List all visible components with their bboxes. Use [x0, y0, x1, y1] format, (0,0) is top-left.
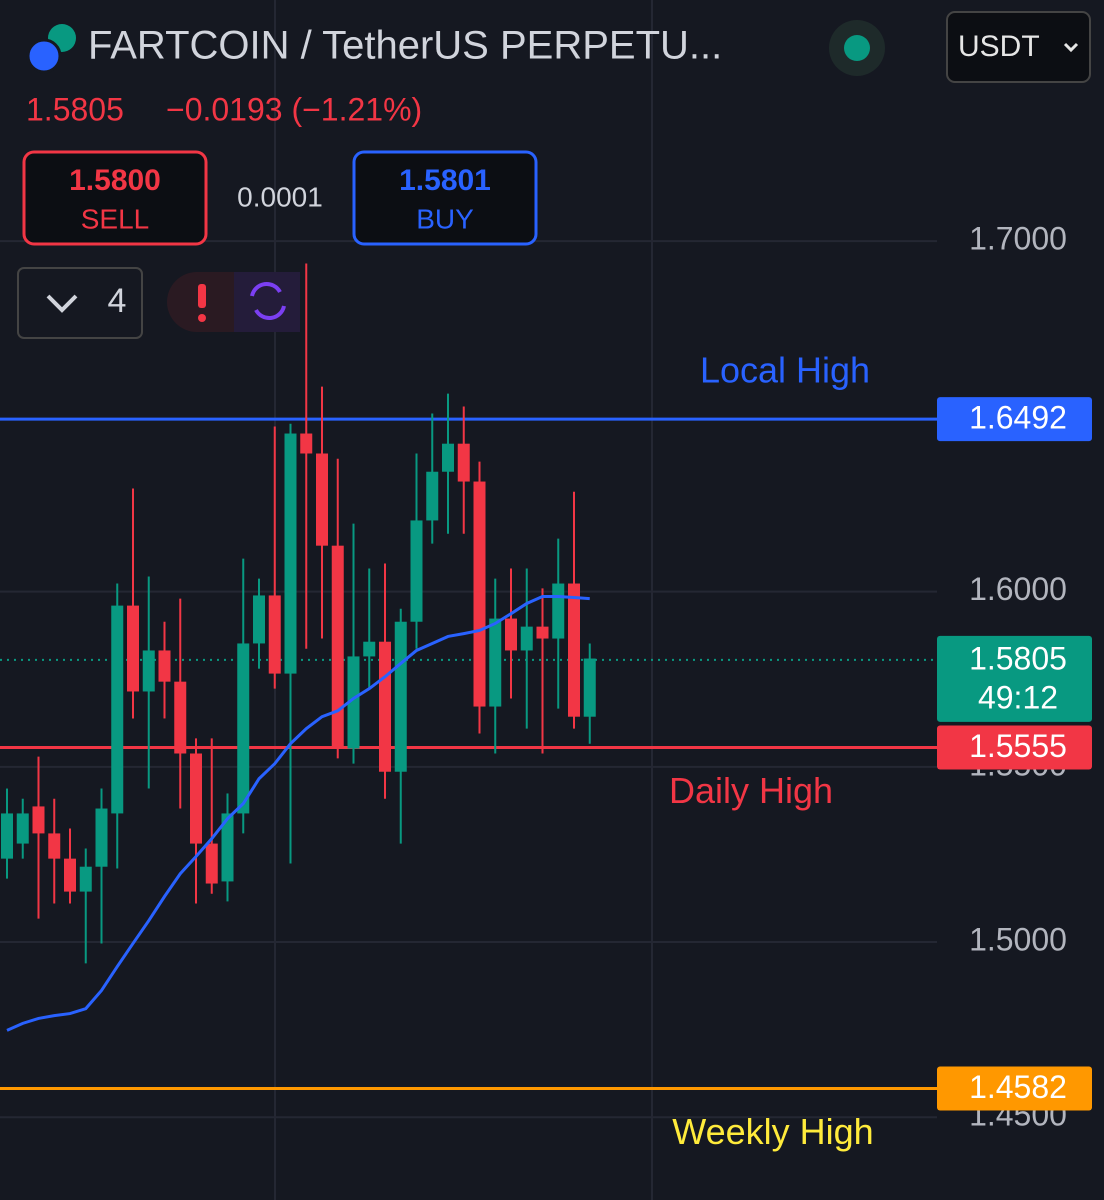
body — [536, 626, 549, 639]
body — [237, 643, 250, 814]
body — [111, 605, 124, 814]
body — [394, 621, 407, 772]
level-name: Weekly High — [672, 1111, 873, 1152]
body — [426, 471, 439, 521]
sell-price: 1.5800 — [69, 164, 161, 197]
body — [568, 583, 580, 717]
body — [16, 813, 29, 844]
body — [347, 656, 360, 749]
body — [221, 813, 234, 882]
y-tick-label: 1.6000 — [969, 571, 1067, 607]
moving-average — [6, 594, 590, 1032]
body — [48, 833, 61, 859]
body — [158, 650, 171, 682]
currency: USDT — [958, 30, 1040, 63]
body — [1, 813, 13, 859]
indicator-toggle[interactable] — [17, 267, 143, 339]
body — [331, 545, 344, 749]
last-price: 1.5805 — [26, 91, 124, 127]
alert-icon — [198, 314, 206, 322]
level-name: Local High — [700, 350, 870, 391]
sell-label: SELL — [81, 203, 150, 234]
icon — [26, 38, 62, 74]
chevron — [46, 294, 78, 313]
body — [489, 618, 502, 707]
body — [64, 858, 76, 892]
buy-button[interactable] — [352, 150, 538, 246]
body — [32, 806, 45, 834]
body — [552, 583, 565, 639]
body — [142, 650, 155, 692]
sync-bg — [234, 272, 300, 332]
body — [363, 641, 376, 657]
sync-icon — [250, 281, 286, 321]
y-tick-label: 1.5000 — [969, 922, 1067, 958]
level-price: 1.6492 — [969, 400, 1067, 436]
level-price: 1.5555 — [969, 728, 1067, 764]
level-price-box — [937, 397, 1092, 442]
body — [174, 681, 187, 754]
symbol: FARTCOIN / TetherUS PERPETU... — [88, 24, 722, 68]
level-name: Daily High — [669, 770, 833, 811]
level-price-box — [937, 725, 1092, 770]
body — [457, 443, 470, 482]
body — [284, 433, 297, 674]
body — [583, 658, 596, 717]
level-price: 1.4582 — [969, 1069, 1067, 1105]
plot: 1.70001.60001.55001.50001.45001.6492Loca… — [0, 221, 1092, 1152]
body — [316, 453, 328, 546]
buy-price: 1.5801 — [399, 164, 491, 197]
header: FARTCOIN / TetherUS PERPETU... USDT 1.58… — [17, 11, 1091, 339]
currency-select[interactable] — [946, 11, 1091, 83]
body — [79, 866, 92, 892]
body — [268, 595, 281, 674]
chevron — [1063, 42, 1079, 53]
spread: 0.0001 — [237, 181, 323, 212]
body — [410, 520, 423, 622]
sell-button[interactable] — [22, 150, 208, 246]
alert-icon — [198, 284, 206, 308]
body — [505, 618, 517, 651]
change: −0.0193 (−1.21%) — [166, 91, 422, 127]
level-price-box — [937, 1066, 1092, 1111]
body — [190, 753, 202, 844]
buy-label: BUY — [416, 203, 474, 234]
body — [520, 626, 533, 651]
body — [300, 433, 313, 454]
body — [473, 481, 486, 707]
indicator-count: 4 — [108, 282, 127, 320]
body — [442, 443, 454, 472]
y-tick-label: 1.7000 — [969, 221, 1067, 257]
body — [253, 595, 265, 644]
last-price-label: 1.5805 — [969, 640, 1067, 676]
body — [95, 808, 108, 867]
body — [205, 843, 218, 884]
body — [379, 641, 391, 772]
countdown: 49:12 — [978, 679, 1058, 715]
last-price-box — [937, 635, 1092, 722]
status-dot — [844, 35, 870, 61]
body — [127, 605, 139, 692]
